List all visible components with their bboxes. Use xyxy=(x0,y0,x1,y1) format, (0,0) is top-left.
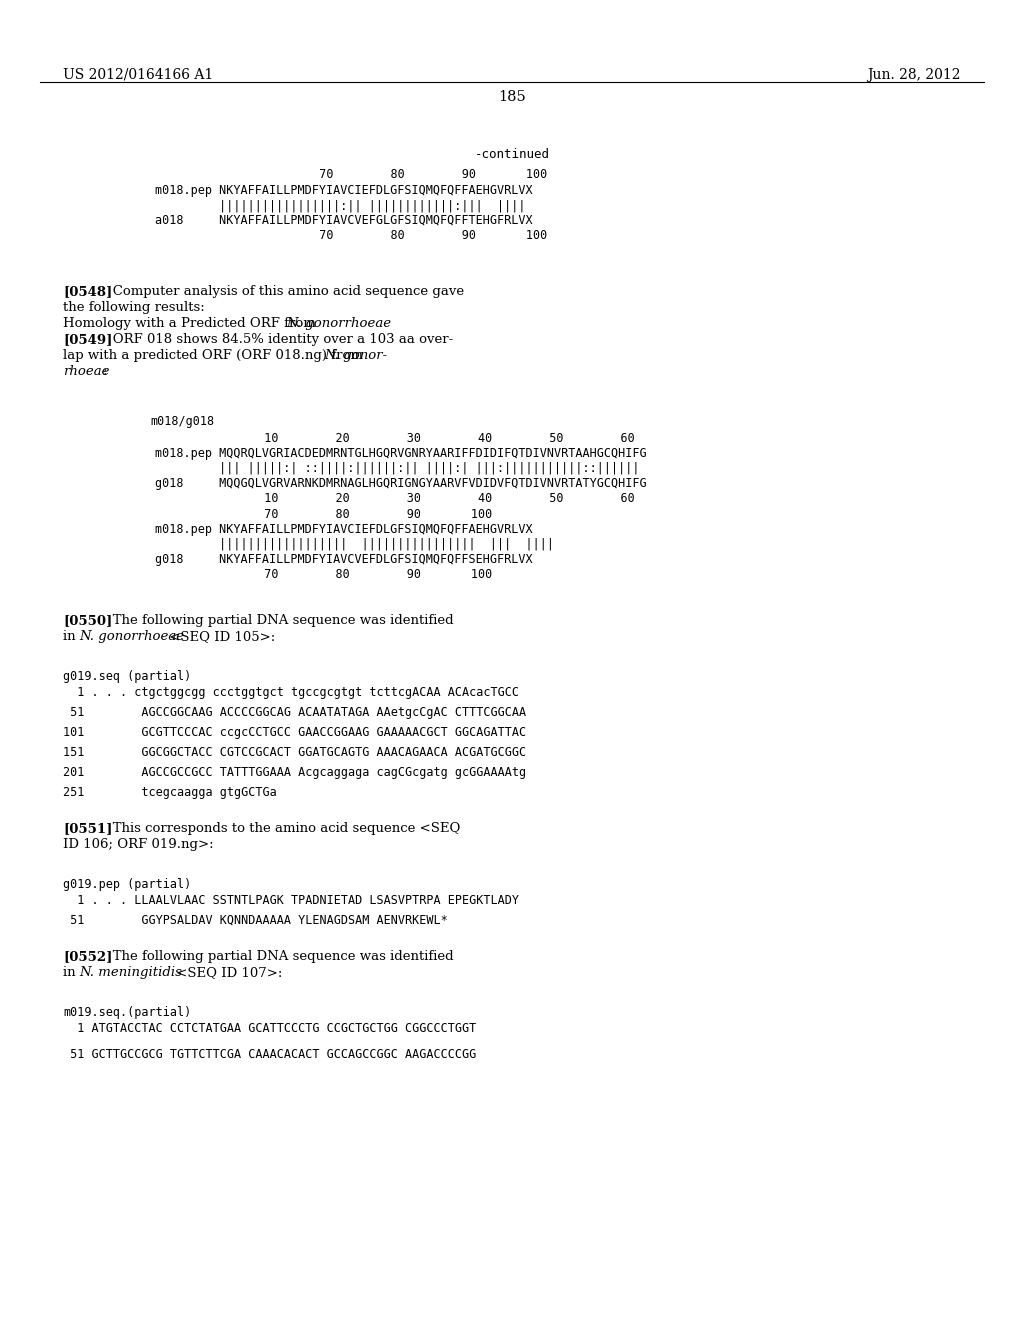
Text: N. gonorrhoeae: N. gonorrhoeae xyxy=(286,317,391,330)
Text: m018/g018: m018/g018 xyxy=(150,414,214,428)
Text: 51 GCTTGCCGCG TGTTCTTCGA CAAACACACT GCCAGCCGGC AAGACCCCGG: 51 GCTTGCCGCG TGTTCTTCGA CAAACACACT GCCA… xyxy=(63,1048,476,1061)
Text: g019.seq (partial): g019.seq (partial) xyxy=(63,671,191,682)
Text: 10        20        30        40        50        60: 10 20 30 40 50 60 xyxy=(193,492,635,506)
Text: g018     MQQGQLVGRVARNKDMRNAGLHGQRIGNGYAARVFVDIDVFQTDIVNVRTATYGCQHIFG: g018 MQQGQLVGRVARNKDMRNAGLHGQRIGNGYAARVF… xyxy=(155,477,646,490)
Text: ||| |||||:| ::||||:||||||:|| ||||:| |||:|||||||||||::||||||: ||| |||||:| ::||||:||||||:|| ||||:| |||:… xyxy=(155,462,640,475)
Text: 10        20        30        40        50        60: 10 20 30 40 50 60 xyxy=(193,432,635,445)
Text: The following partial DNA sequence was identified: The following partial DNA sequence was i… xyxy=(100,614,454,627)
Text: 185: 185 xyxy=(498,90,526,104)
Text: 1 ATGTACCTAC CCTCTATGAA GCATTCCCTG CCGCTGCTGG CGGCCCTGGT: 1 ATGTACCTAC CCTCTATGAA GCATTCCCTG CCGCT… xyxy=(63,1022,476,1035)
Text: 70        80        90       100: 70 80 90 100 xyxy=(248,228,547,242)
Text: m018.pep NKYAFFAILLPMDFYIAVCIEFDLGFSIQMQFQFFAEHGVRLVX: m018.pep NKYAFFAILLPMDFYIAVCIEFDLGFSIQMQ… xyxy=(155,523,532,536)
Text: 51        AGCCGGCAAG ACCCCGGCAG ACAATATAGA AAetgcCgAC CTTTCGGCAA: 51 AGCCGGCAAG ACCCCGGCAG ACAATATAGA AAet… xyxy=(63,706,526,719)
Text: 70        80        90       100: 70 80 90 100 xyxy=(193,568,493,581)
Text: 251        tcegcaagga gtgGCTGa: 251 tcegcaagga gtgGCTGa xyxy=(63,785,276,799)
Text: in: in xyxy=(63,630,80,643)
Text: US 2012/0164166 A1: US 2012/0164166 A1 xyxy=(63,69,213,82)
Text: a018     NKYAFFAILLPMDFYIAVCVEFGLGFSIQMQFQFFTEHGFRLVX: a018 NKYAFFAILLPMDFYIAVCVEFGLGFSIQMQFQFF… xyxy=(155,214,532,227)
Text: |||||||||||||||||:|| ||||||||||||:|||  ||||: |||||||||||||||||:|| ||||||||||||:||| ||… xyxy=(155,199,525,213)
Text: -continued: -continued xyxy=(474,148,550,161)
Text: 1 . . . LLAALVLAAC SSTNTLPAGK TPADNIETAD LSASVPTRPA EPEGKTLADY: 1 . . . LLAALVLAAC SSTNTLPAGK TPADNIETAD… xyxy=(63,894,519,907)
Text: This corresponds to the amino acid sequence <SEQ: This corresponds to the amino acid seque… xyxy=(100,822,461,836)
Text: rhoeae: rhoeae xyxy=(63,366,110,378)
Text: 101        GCGTTCCCAC ccgcCCTGCC GAACCGGAAG GAAAAACGCT GGCAGATTAC: 101 GCGTTCCCAC ccgcCCTGCC GAACCGGAAG GAA… xyxy=(63,726,526,739)
Text: The following partial DNA sequence was identified: The following partial DNA sequence was i… xyxy=(100,950,454,964)
Text: ||||||||||||||||||  ||||||||||||||||  |||  ||||: |||||||||||||||||| |||||||||||||||| ||| … xyxy=(155,539,554,550)
Text: m019.seq.(partial): m019.seq.(partial) xyxy=(63,1006,191,1019)
Text: 201        AGCCGCCGCC TATTTGGAAA Acgcaggaga cagCGcgatg gcGGAAAAtg: 201 AGCCGCCGCC TATTTGGAAA Acgcaggaga cag… xyxy=(63,766,526,779)
Text: N. gonor-: N. gonor- xyxy=(324,348,387,362)
Text: m018.pep NKYAFFAILLPMDFYIAVCIEFDLGFSIQMQFQFFAEHGVRLVX: m018.pep NKYAFFAILLPMDFYIAVCIEFDLGFSIQMQ… xyxy=(155,183,532,197)
Text: [0548]: [0548] xyxy=(63,285,113,298)
Text: Computer analysis of this amino acid sequence gave: Computer analysis of this amino acid seq… xyxy=(100,285,464,298)
Text: :: : xyxy=(103,366,108,378)
Text: lap with a predicted ORF (ORF 018.ng) from: lap with a predicted ORF (ORF 018.ng) fr… xyxy=(63,348,368,362)
Text: 70        80        90       100: 70 80 90 100 xyxy=(248,168,547,181)
Text: [0550]: [0550] xyxy=(63,614,113,627)
Text: ID 106; ORF 019.ng>:: ID 106; ORF 019.ng>: xyxy=(63,838,214,851)
Text: g019.pep (partial): g019.pep (partial) xyxy=(63,878,191,891)
Text: [0552]: [0552] xyxy=(63,950,113,964)
Text: N. gonorrhoeae: N. gonorrhoeae xyxy=(79,630,184,643)
Text: in: in xyxy=(63,966,80,979)
Text: 1 . . . ctgctggcgg ccctggtgct tgccgcgtgt tcttcgACAA ACAcacTGCC: 1 . . . ctgctggcgg ccctggtgct tgccgcgtgt… xyxy=(63,686,519,700)
Text: [0551]: [0551] xyxy=(63,822,113,836)
Text: <SEQ ID 107>:: <SEQ ID 107>: xyxy=(172,966,283,979)
Text: Homology with a Predicted ORF from: Homology with a Predicted ORF from xyxy=(63,317,319,330)
Text: N. meningitidis: N. meningitidis xyxy=(79,966,182,979)
Text: 70        80        90       100: 70 80 90 100 xyxy=(193,508,493,521)
Text: Jun. 28, 2012: Jun. 28, 2012 xyxy=(867,69,961,82)
Text: g018     NKYAFFAILLPMDFYIAVCVEFDLGFSIQMQFQFFSEHGFRLVX: g018 NKYAFFAILLPMDFYIAVCVEFDLGFSIQMQFQFF… xyxy=(155,553,532,566)
Text: <SEQ ID 105>:: <SEQ ID 105>: xyxy=(165,630,275,643)
Text: m018.pep MQQRQLVGRIACDEDMRNTGLHGQRVGNRYAARIFFDIDIFQTDIVNVRTAAHGCQHIFG: m018.pep MQQRQLVGRIACDEDMRNTGLHGQRVGNRYA… xyxy=(155,447,646,459)
Text: 51        GGYPSALDAV KQNNDAAAAA YLENAGDSAM AENVRKEWL*: 51 GGYPSALDAV KQNNDAAAAA YLENAGDSAM AENV… xyxy=(63,913,447,927)
Text: 151        GGCGGCTACC CGTCCGCACT GGATGCAGTG AAACAGAACA ACGATGCGGC: 151 GGCGGCTACC CGTCCGCACT GGATGCAGTG AAA… xyxy=(63,746,526,759)
Text: ORF 018 shows 84.5% identity over a 103 aa over-: ORF 018 shows 84.5% identity over a 103 … xyxy=(100,333,454,346)
Text: [0549]: [0549] xyxy=(63,333,113,346)
Text: the following results:: the following results: xyxy=(63,301,205,314)
